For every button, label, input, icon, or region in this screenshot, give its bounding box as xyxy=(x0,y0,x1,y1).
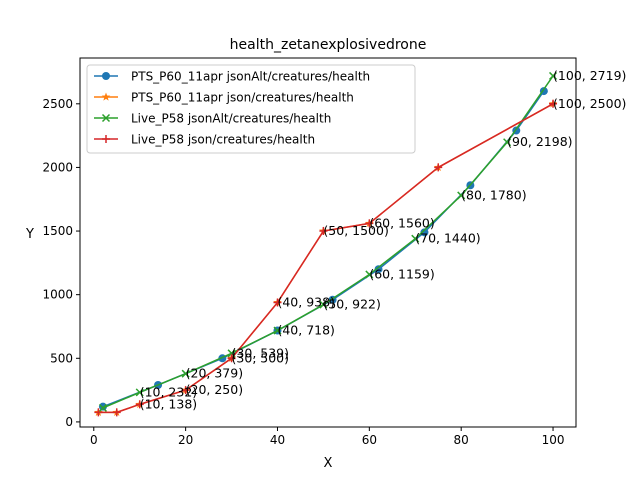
y-tick-label: 2000 xyxy=(42,160,73,174)
chart-title: health_zetanexplosivedrone xyxy=(230,37,427,53)
data-label: (100, 2500) xyxy=(553,96,626,111)
series-4-line xyxy=(98,103,554,414)
series-3-point xyxy=(319,300,328,309)
data-label: (50, 922) xyxy=(323,297,380,312)
plot-area: (10, 138)(10, 232)(20, 250)(20, 379)(30,… xyxy=(94,68,627,417)
x-tick-label: 40 xyxy=(270,433,285,447)
y-tick-label: 0 xyxy=(65,415,73,429)
legend-label: Live_P58 json/creatures/health xyxy=(131,133,315,147)
y-tick-label: 1500 xyxy=(42,224,73,238)
legend-box xyxy=(86,64,416,154)
series-3-point xyxy=(549,71,558,80)
y-axis: 0 500 1000 1500 2000 2500 xyxy=(42,97,80,429)
series-3-point xyxy=(273,326,282,335)
x-axis-label: X xyxy=(324,456,333,471)
data-label: (40, 718) xyxy=(277,323,334,338)
series-4-point xyxy=(94,408,103,417)
series-1-point xyxy=(98,402,107,411)
legend: PTS_P60_11apr jsonAlt/creatures/health PT… xyxy=(86,64,416,154)
series-4-point xyxy=(365,219,374,228)
data-label: (90, 2198) xyxy=(507,134,572,149)
legend-label: PTS_P60_11apr jsonAlt/creatures/health xyxy=(131,70,370,84)
legend-marker xyxy=(102,135,110,143)
series-3-point xyxy=(365,270,374,279)
data-label: (100, 2719) xyxy=(553,68,626,83)
legend-item: Live_P58 jsonAlt/creatures/health xyxy=(94,112,331,126)
data-label: (50, 1500) xyxy=(323,223,388,238)
data-label: (30, 539) xyxy=(232,345,289,360)
series-4-point xyxy=(273,298,282,307)
legend-item: Live_P58 json/creatures/health xyxy=(94,133,315,147)
series-3-point xyxy=(411,234,420,243)
y-axis-label: Y xyxy=(25,227,34,242)
series-3-point xyxy=(181,369,190,378)
legend-marker xyxy=(101,113,111,123)
x-tick-label: 20 xyxy=(178,433,193,447)
data-label: (60, 1159) xyxy=(369,266,434,281)
series-3-point xyxy=(503,138,512,147)
series-3-point xyxy=(457,191,466,200)
series-4-point xyxy=(181,386,190,395)
legend-marker xyxy=(101,92,111,101)
series-4-point xyxy=(549,99,558,108)
data-label: (20, 379) xyxy=(186,366,243,381)
data-label: (70, 1440) xyxy=(415,231,480,246)
series-1-point xyxy=(374,265,383,274)
y-tick-label: 2500 xyxy=(42,97,73,111)
series-4 xyxy=(94,99,558,417)
x-axis: 0 20 40 60 80 100 xyxy=(90,427,565,447)
series-3 xyxy=(98,71,558,412)
y-tick-label: 500 xyxy=(50,351,73,365)
y-tick-label: 1000 xyxy=(42,288,73,302)
data-label: (40, 938) xyxy=(277,295,334,310)
legend-item: PTS_P60_11apr jsonAlt/creatures/health xyxy=(94,70,370,84)
series-4-point xyxy=(434,163,443,172)
series-4-point xyxy=(319,227,328,236)
data-label: (10, 232) xyxy=(140,384,197,399)
data-label: (80, 1780) xyxy=(461,187,526,202)
series-3-point xyxy=(135,388,144,397)
series-4-point xyxy=(227,354,236,363)
x-tick-label: 0 xyxy=(90,433,98,447)
series-4-point xyxy=(135,400,144,409)
legend-item: PTS_P60_11apr json/creatures/health xyxy=(94,91,354,105)
data-label: (30, 500) xyxy=(232,350,289,365)
series-4-point xyxy=(112,408,121,417)
x-tick-label: 60 xyxy=(362,433,377,447)
annotations: (10, 138)(10, 232)(20, 250)(20, 379)(30,… xyxy=(140,68,627,411)
axes-frame xyxy=(79,57,577,428)
legend-marker xyxy=(102,72,110,80)
series-3-point xyxy=(98,403,107,412)
data-label: (20, 250) xyxy=(186,382,243,397)
x-tick-label: 100 xyxy=(542,433,565,447)
legend-label: PTS_P60_11apr json/creatures/health xyxy=(131,91,354,105)
legend-label: Live_P58 jsonAlt/creatures/health xyxy=(131,112,331,126)
data-label: (60, 1560) xyxy=(369,215,434,230)
series-1-point xyxy=(420,228,429,237)
x-tick-label: 80 xyxy=(454,433,469,447)
data-label: (10, 138) xyxy=(140,396,197,411)
